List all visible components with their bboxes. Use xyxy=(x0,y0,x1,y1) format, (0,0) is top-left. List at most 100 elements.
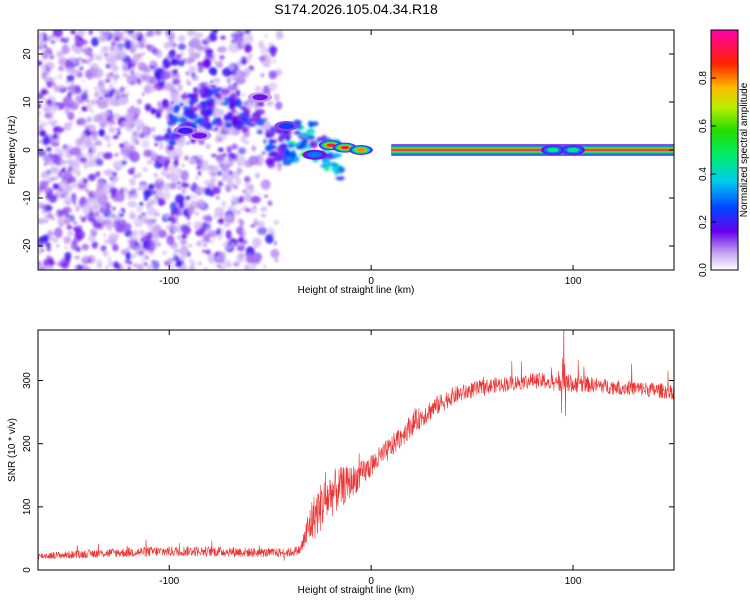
noise-blob xyxy=(221,200,227,207)
noise-blob xyxy=(136,126,141,132)
noise-blob xyxy=(41,71,49,77)
noise-blob xyxy=(185,71,189,76)
noise-blob xyxy=(52,154,61,164)
noise-blob xyxy=(270,50,276,58)
noise-blob xyxy=(92,134,98,141)
noise-blob xyxy=(38,138,43,144)
noise-blob xyxy=(139,250,143,255)
noise-blob xyxy=(224,95,228,98)
noise-blob xyxy=(183,200,189,209)
noise-blob xyxy=(146,240,156,252)
noise-blob xyxy=(168,110,174,115)
noise-blob xyxy=(70,240,78,251)
noise-blob xyxy=(201,39,206,45)
noise-blob xyxy=(169,201,178,212)
noise-blob xyxy=(66,74,75,82)
snr-xtick-label: -100 xyxy=(159,576,179,587)
noise-blob xyxy=(231,143,238,150)
transition-blob xyxy=(227,111,232,116)
noise-blob xyxy=(112,135,117,140)
spectrogram-ylabel: Frequency (Hz) xyxy=(7,116,18,185)
noise-blob xyxy=(136,205,143,213)
noise-blob xyxy=(170,182,177,190)
noise-blob xyxy=(101,88,108,95)
noise-blob xyxy=(66,225,73,230)
noise-blob xyxy=(58,84,65,89)
noise-blob xyxy=(235,177,242,186)
noise-blob xyxy=(251,237,262,248)
transition-blob xyxy=(256,130,263,135)
noise-blob xyxy=(167,257,175,263)
noise-blob xyxy=(249,35,253,39)
spectrogram-marks xyxy=(38,30,674,270)
noise-blob xyxy=(143,70,149,77)
noise-blob xyxy=(81,49,84,52)
noise-blob xyxy=(40,121,48,127)
transition-blob xyxy=(332,152,343,158)
noise-blob xyxy=(88,30,93,36)
noise-blob xyxy=(171,58,177,65)
noise-blob xyxy=(90,63,99,72)
noise-blob xyxy=(142,167,149,172)
noise-blob xyxy=(203,266,208,270)
noise-blob xyxy=(197,64,204,73)
noise-blob xyxy=(220,163,230,173)
noise-blob xyxy=(241,206,245,211)
noise-blob xyxy=(66,79,69,84)
noise-blob xyxy=(45,91,50,95)
snr-ytick-label: 300 xyxy=(22,372,33,389)
noise-blob xyxy=(96,225,100,229)
noise-blob xyxy=(131,70,134,75)
noise-blob xyxy=(74,264,84,270)
noise-blob xyxy=(48,176,56,182)
noise-blob xyxy=(231,171,240,180)
noise-blob xyxy=(175,53,182,60)
noise-blob xyxy=(155,49,163,58)
noise-blob xyxy=(96,30,101,33)
noise-blob xyxy=(108,232,119,243)
noise-blob xyxy=(118,126,122,129)
noise-blob xyxy=(184,155,189,161)
noise-blob xyxy=(142,92,145,96)
noise-blob xyxy=(38,129,47,137)
noise-blob xyxy=(165,144,169,148)
noise-blob xyxy=(197,49,203,54)
noise-blob xyxy=(248,155,260,166)
noise-blob xyxy=(129,238,137,250)
transition-blob xyxy=(230,92,237,98)
noise-blob xyxy=(120,267,126,270)
noise-blob xyxy=(49,166,60,174)
noise-blob xyxy=(257,193,261,195)
transition-blob xyxy=(322,160,332,168)
noise-blob xyxy=(181,187,187,195)
noise-blob xyxy=(117,131,121,135)
noise-blob xyxy=(207,252,216,264)
noise-blob xyxy=(88,217,93,222)
feature-layer xyxy=(278,123,294,129)
noise-blob xyxy=(274,241,277,246)
noise-blob xyxy=(211,153,217,158)
feature-layer xyxy=(177,127,193,134)
transition-blob xyxy=(290,151,297,159)
noise-blob xyxy=(234,111,240,116)
noise-blob xyxy=(72,201,77,206)
transition-blob xyxy=(196,116,205,125)
transition-blob xyxy=(209,85,218,88)
noise-blob xyxy=(109,176,113,181)
noise-blob xyxy=(180,254,187,260)
transition-blob xyxy=(287,140,296,145)
noise-blob xyxy=(127,266,131,270)
noise-blob xyxy=(87,142,97,150)
noise-blob xyxy=(102,251,109,257)
noise-blob xyxy=(105,220,114,231)
noise-blob xyxy=(104,53,108,57)
noise-blob xyxy=(143,262,148,266)
noise-blob xyxy=(51,137,57,144)
noise-blob xyxy=(122,222,132,232)
noise-blob xyxy=(231,195,239,206)
noise-blob xyxy=(163,129,166,132)
noise-blob xyxy=(145,202,153,209)
noise-blob xyxy=(173,88,177,93)
noise-blob xyxy=(73,221,77,225)
noise-blob xyxy=(131,30,141,38)
